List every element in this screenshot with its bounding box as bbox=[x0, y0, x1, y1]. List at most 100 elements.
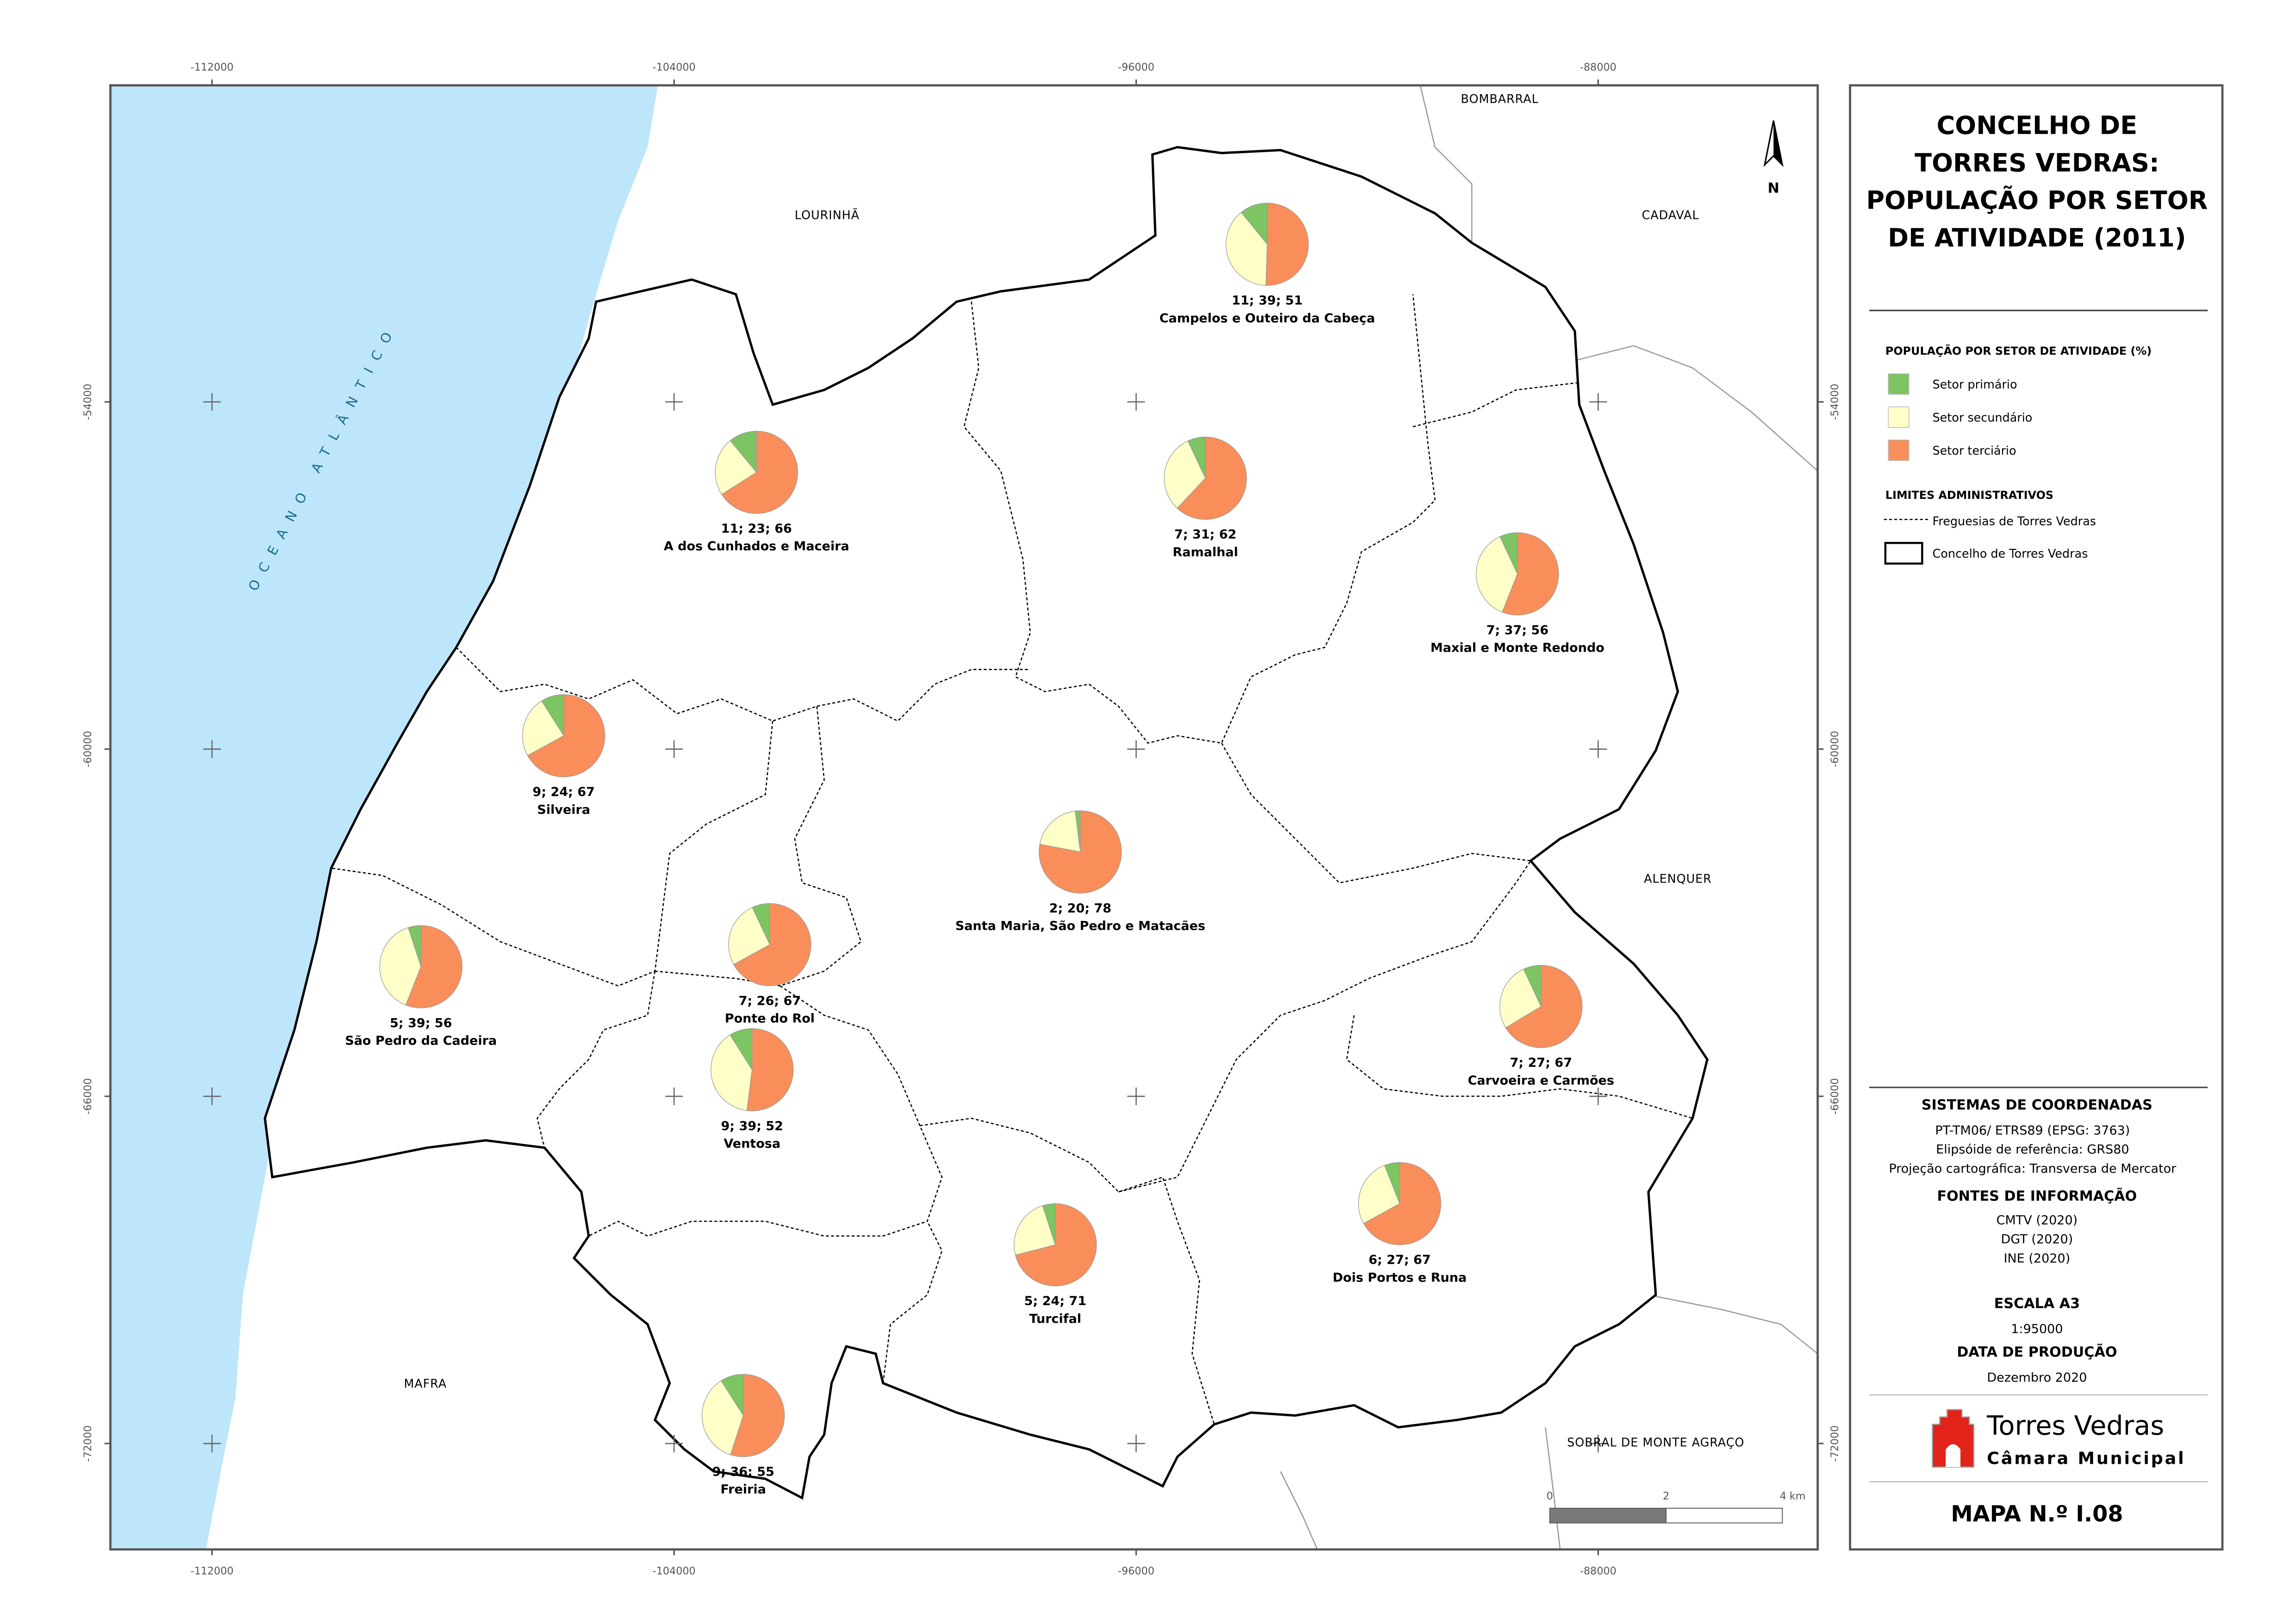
logo-name: Torres Vedras bbox=[1986, 1411, 2164, 1441]
freguesia-boundary bbox=[1412, 382, 1579, 428]
y-tick-label: -60000 bbox=[1829, 731, 1841, 767]
section-title: SISTEMAS DE COORDENADAS bbox=[1922, 1097, 2152, 1113]
pie-value-label: 11; 23; 66 bbox=[721, 522, 792, 536]
side-panel bbox=[1849, 84, 2224, 1551]
freguesia-name: Dois Portos e Runa bbox=[1333, 1270, 1467, 1285]
panel-separators bbox=[1869, 310, 2208, 1482]
x-tick-label: -104000 bbox=[653, 62, 696, 74]
y-tick-label: -66000 bbox=[82, 1078, 94, 1115]
pie-value-label: 6; 27; 67 bbox=[1368, 1253, 1430, 1267]
y-tick-label: -54000 bbox=[82, 384, 94, 420]
section-line: Dezembro 2020 bbox=[1987, 1371, 2087, 1385]
neighbor-boundary bbox=[1280, 1471, 1318, 1550]
pie-slice bbox=[1225, 211, 1268, 286]
x-tick-label: -88000 bbox=[1580, 1565, 1616, 1577]
title-line: POPULAÇÃO POR SETOR bbox=[1866, 186, 2208, 215]
grid-cross bbox=[203, 740, 221, 758]
logo-subtitle: Câmara Municipal bbox=[1987, 1449, 2185, 1468]
freguesia-boundary bbox=[963, 294, 1436, 744]
pie-slice bbox=[527, 694, 605, 777]
grid-cross bbox=[1589, 1435, 1607, 1453]
pie-slice bbox=[1358, 1165, 1400, 1224]
grid-cross bbox=[1127, 1087, 1145, 1106]
neighbor-boundary bbox=[1574, 345, 1818, 472]
x-tick-label: -88000 bbox=[1580, 62, 1616, 74]
pie-charts bbox=[379, 203, 1583, 1457]
pie-value-label: 5; 24; 71 bbox=[1024, 1294, 1086, 1308]
freguesia-name: São Pedro da Cadeira bbox=[345, 1033, 497, 1048]
grid-cross bbox=[1127, 1435, 1145, 1453]
title-line: DE ATIVIDADE (2011) bbox=[1888, 224, 2186, 253]
neighbor-boundary bbox=[1545, 1427, 1561, 1550]
title-line: CONCELHO DE bbox=[1937, 111, 2138, 140]
pie-slice bbox=[730, 1374, 785, 1457]
legend-concelho-box bbox=[1884, 542, 1923, 565]
section-line: CMTV (2020) bbox=[1997, 1213, 2078, 1227]
grid-cross bbox=[1589, 393, 1607, 411]
pie-value-label: 9; 36; 55 bbox=[712, 1465, 774, 1479]
neighbor-label: MAFRA bbox=[404, 1376, 447, 1390]
legend-label: Setor terciário bbox=[1933, 443, 2016, 457]
map-frame bbox=[109, 84, 1819, 1551]
pie-slice bbox=[1014, 1205, 1056, 1256]
pie-value-label: 7; 31; 62 bbox=[1174, 528, 1236, 542]
x-tick-label: -96000 bbox=[1118, 62, 1154, 74]
legend-label: Concelho de Torres Vedras bbox=[1933, 547, 2088, 560]
grid-cross bbox=[1589, 1087, 1607, 1106]
pie-value-label: 9; 39; 52 bbox=[721, 1119, 783, 1133]
pie-slice bbox=[1015, 1203, 1097, 1287]
pie-value-label: 2; 20; 78 bbox=[1049, 901, 1111, 915]
pie-slice bbox=[1266, 203, 1309, 286]
y-tick-label: -54000 bbox=[1829, 384, 1841, 420]
scale-bar-segment bbox=[1549, 1508, 1667, 1524]
neighbor-label: ALENQUER bbox=[1644, 872, 1712, 886]
freguesia-name: Santa Maria, São Pedro e Matacães bbox=[955, 919, 1205, 933]
neighbor-boundary bbox=[1419, 85, 1472, 243]
freguesia-name: Turcifal bbox=[1029, 1312, 1081, 1326]
pie-slice bbox=[746, 1028, 794, 1112]
x-tick-label: -96000 bbox=[1118, 1565, 1154, 1577]
freguesia-boundary bbox=[919, 1118, 1215, 1425]
scale-bar-segment bbox=[1666, 1508, 1783, 1524]
map-area bbox=[104, 79, 1824, 1555]
grid-cross bbox=[665, 393, 683, 411]
concelho-boundary bbox=[263, 146, 1709, 1500]
pie-slice bbox=[522, 700, 564, 756]
section-line: 1:95000 bbox=[2011, 1322, 2063, 1337]
freguesia-name: Silveira bbox=[537, 802, 590, 817]
neighbor-label: BOMBARRAL bbox=[1461, 92, 1539, 106]
pie-slice bbox=[702, 1380, 744, 1455]
freguesia-boundary bbox=[1346, 1015, 1693, 1119]
y-tick-label: -72000 bbox=[1829, 1425, 1841, 1462]
freguesia-name: Ramalhal bbox=[1173, 545, 1238, 560]
pie-value-label: 9; 24; 67 bbox=[533, 785, 595, 799]
ocean bbox=[110, 85, 658, 1550]
pie-slice bbox=[1505, 965, 1583, 1048]
x-tick-label: -104000 bbox=[653, 1565, 696, 1577]
pie-slice bbox=[1039, 810, 1081, 852]
grid-cross bbox=[665, 740, 683, 758]
pie-slice bbox=[711, 1034, 753, 1111]
pie-value-label: 7; 26; 67 bbox=[739, 994, 801, 1008]
legend-title: POPULAÇÃO POR SETOR DE ATIVIDADE (%) bbox=[1885, 344, 2152, 357]
north-arrow-shade bbox=[1773, 120, 1783, 165]
pie-slice bbox=[1164, 440, 1206, 509]
legend-label: Setor primário bbox=[1933, 377, 2017, 391]
legend-swatch bbox=[1888, 373, 1909, 395]
pie-slice bbox=[1502, 532, 1559, 616]
freguesia-boundary bbox=[1118, 860, 1531, 1193]
north-label: N bbox=[1768, 180, 1779, 197]
freguesia-name: Ponte do Rol bbox=[725, 1012, 815, 1026]
grid-cross bbox=[203, 393, 221, 411]
logo-castle bbox=[1932, 1409, 1974, 1468]
pie-slice bbox=[1177, 436, 1247, 520]
pie-slice bbox=[1039, 810, 1122, 894]
section-line: INE (2020) bbox=[2004, 1251, 2071, 1266]
freguesia-name: Campelos e Outeiro da Cabeça bbox=[1160, 311, 1375, 325]
freguesia-name: Carvoeira e Carmões bbox=[1468, 1073, 1614, 1088]
grid-cross bbox=[1127, 393, 1145, 411]
freguesia-boundary bbox=[455, 647, 1030, 722]
section-line: DGT (2020) bbox=[2001, 1232, 2073, 1247]
pie-slice bbox=[405, 925, 462, 1008]
